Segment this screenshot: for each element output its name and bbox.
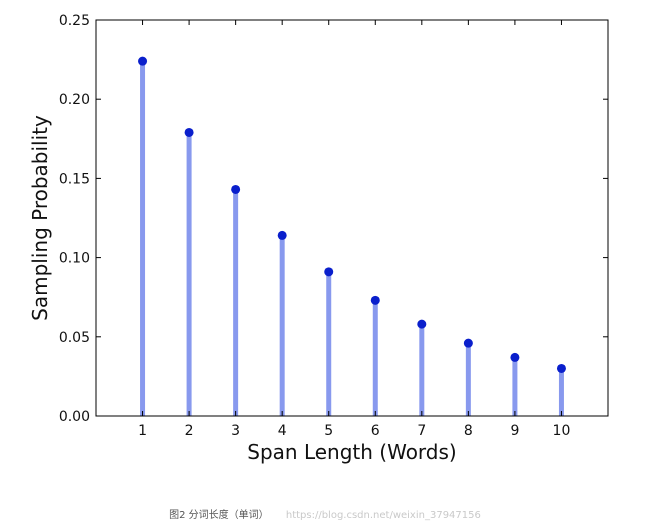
caption-text: 图2 分词长度（单词） <box>169 510 269 521</box>
stems-group <box>140 61 564 416</box>
x-tick-label-1: 1 <box>138 423 147 439</box>
x-tick-label-8: 8 <box>464 423 473 439</box>
x-tick-label-2: 2 <box>185 423 194 439</box>
marker-2 <box>184 127 194 137</box>
y-tick-label-0.25: 0.25 <box>59 13 90 29</box>
y-axis-title: Sampling Probability <box>28 115 52 321</box>
y-tick-label-0.05: 0.05 <box>59 330 90 346</box>
y-ticks-group: 0.00 0.05 0.10 0.15 0.20 0.25 <box>59 13 608 425</box>
x-tick-label-9: 9 <box>510 423 519 439</box>
marker-7 <box>417 319 427 329</box>
x-tick-label-3: 3 <box>231 423 240 439</box>
x-tick-label-6: 6 <box>371 423 380 439</box>
marker-8 <box>463 338 473 348</box>
figure-caption: 图2 分词长度（单词） https://blog.csdn.net/weixin… <box>0 506 650 521</box>
marker-5 <box>324 267 334 277</box>
y-tick-label-0.15: 0.15 <box>59 171 90 187</box>
marker-1 <box>138 56 148 66</box>
marker-9 <box>510 352 520 362</box>
marker-6 <box>370 295 380 305</box>
y-tick-label-0.20: 0.20 <box>59 92 90 108</box>
stem-chart: 0.00 0.05 0.10 0.15 0.20 0.25 1 2 3 4 5 6 7 8 9 10 Spa… <box>28 13 609 464</box>
marker-3 <box>231 184 241 194</box>
x-tick-label-4: 4 <box>278 423 287 439</box>
marker-4 <box>277 230 287 240</box>
x-tick-label-5: 5 <box>324 423 333 439</box>
watermark: https://blog.csdn.net/weixin_37947156 <box>285 510 481 521</box>
marker-10 <box>556 363 566 373</box>
markers-group <box>138 56 566 373</box>
x-tick-label-10: 10 <box>553 423 571 439</box>
x-tick-label-7: 7 <box>417 423 426 439</box>
plot-frame <box>95 19 609 417</box>
y-tick-label-0.10: 0.10 <box>59 251 90 267</box>
x-ticks-group: 1 2 3 4 5 6 7 8 9 10 <box>138 20 570 439</box>
y-tick-label-0.00: 0.00 <box>59 409 90 425</box>
x-axis-title: Span Length (Words) <box>247 440 456 464</box>
